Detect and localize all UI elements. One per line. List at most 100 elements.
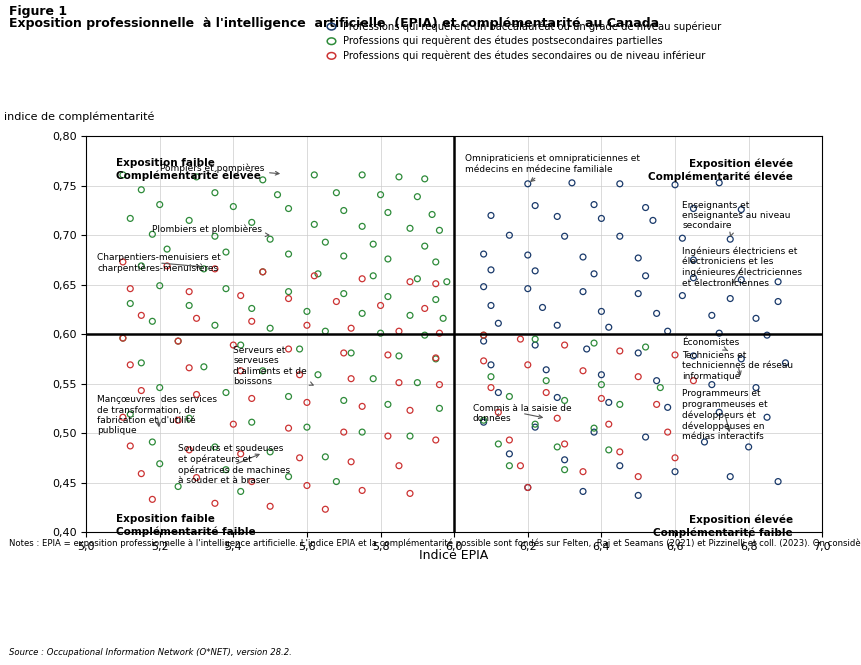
Point: [256, 267, 269, 277]
Point: [381, 253, 395, 264]
Text: Exposition élevée
Complémentarité faible: Exposition élevée Complémentarité faible: [653, 514, 793, 538]
Text: Soudeurs et soudeuses
et opérateurs et
opératrices de machines
à souder et à bra: Soudeurs et soudeuses et opérateurs et o…: [178, 444, 290, 485]
Point: [381, 399, 395, 410]
Point: [521, 482, 535, 493]
Point: [219, 247, 232, 257]
Point: [631, 371, 645, 382]
Point: [403, 310, 417, 321]
Point: [646, 215, 660, 225]
Point: [245, 476, 258, 487]
Point: [234, 290, 248, 301]
Point: [503, 448, 517, 459]
Point: [686, 350, 700, 361]
Point: [300, 480, 314, 491]
Point: [529, 340, 542, 350]
Point: [484, 265, 498, 275]
Point: [344, 373, 358, 384]
Point: [356, 401, 369, 412]
Point: [587, 427, 601, 438]
Text: Pompiers et pompières: Pompiers et pompières: [160, 163, 279, 175]
Point: [602, 397, 616, 408]
Point: [282, 423, 295, 434]
Text: Ingénieurs électriciens et
électroniciens et les
ingénieures électriciennes
et é: Ingénieurs électriciens et électronicien…: [683, 246, 802, 287]
Point: [594, 369, 608, 380]
Point: [374, 300, 387, 311]
Point: [392, 460, 406, 471]
Point: [484, 382, 498, 393]
Point: [613, 460, 627, 471]
Point: [123, 283, 137, 294]
Point: [639, 342, 653, 352]
Point: [330, 188, 344, 198]
Point: [282, 471, 295, 482]
Point: [429, 279, 443, 289]
Point: [587, 338, 601, 348]
Text: Professions qui requèrent un baccalauréat ou un grade de niveau supérieur: Professions qui requèrent un baccalauréa…: [343, 21, 721, 32]
Point: [307, 170, 321, 180]
Point: [576, 366, 590, 376]
Point: [594, 213, 608, 223]
Point: [208, 188, 222, 198]
Point: [256, 267, 269, 277]
Point: [440, 277, 454, 287]
Point: [234, 486, 248, 497]
Point: [134, 468, 148, 479]
Point: [160, 244, 174, 255]
Point: [134, 385, 148, 396]
Point: [116, 332, 130, 343]
Point: [536, 302, 549, 313]
Point: [712, 328, 726, 338]
Point: [653, 382, 667, 393]
Text: Programmeurs et
programmeuses et
développeurs et
développeuses en
médias interac: Programmeurs et programmeuses et dévelop…: [683, 390, 768, 441]
Point: [576, 251, 590, 262]
Point: [432, 379, 446, 390]
Point: [134, 261, 148, 271]
Point: [183, 287, 196, 297]
Point: [631, 490, 645, 501]
Point: [558, 231, 572, 241]
Point: [432, 403, 446, 414]
Point: [183, 362, 196, 373]
Point: [183, 215, 196, 225]
Point: [771, 296, 785, 307]
Point: [337, 205, 350, 216]
Point: [705, 379, 719, 390]
Point: [374, 328, 387, 338]
Point: [123, 441, 137, 452]
Point: [171, 415, 185, 426]
Point: [381, 431, 395, 442]
Point: [602, 445, 616, 456]
Point: [429, 435, 443, 446]
Point: [356, 273, 369, 284]
Point: [160, 261, 174, 271]
Point: [521, 250, 535, 261]
Point: [300, 320, 314, 331]
Point: [539, 364, 553, 375]
Point: [484, 371, 498, 382]
Text: Professions qui requèrent des études postsecondaires partielles: Professions qui requèrent des études pos…: [343, 36, 662, 47]
Point: [712, 178, 726, 188]
Point: [189, 313, 203, 324]
Point: [256, 366, 269, 376]
Point: [521, 283, 535, 294]
Point: [263, 234, 277, 245]
Point: [307, 271, 321, 281]
Text: Exposition faible
Complémentarité élevée: Exposition faible Complémentarité élevée: [115, 158, 260, 181]
Point: [356, 427, 369, 438]
Point: [432, 328, 446, 338]
Point: [319, 504, 332, 515]
Point: [392, 326, 406, 336]
Point: [134, 358, 148, 368]
Point: [565, 178, 579, 188]
Point: [123, 298, 137, 309]
Point: [686, 273, 700, 283]
Point: [381, 350, 395, 360]
Point: [529, 265, 542, 276]
Text: Omnipraticiens et omnipraticiennes et
médecins en médecine familiale: Omnipraticiens et omnipraticiennes et mé…: [465, 154, 641, 182]
Point: [594, 379, 608, 390]
Point: [778, 358, 792, 368]
Point: [337, 395, 350, 406]
Point: [613, 447, 627, 458]
Point: [208, 442, 222, 452]
Point: [613, 399, 627, 410]
